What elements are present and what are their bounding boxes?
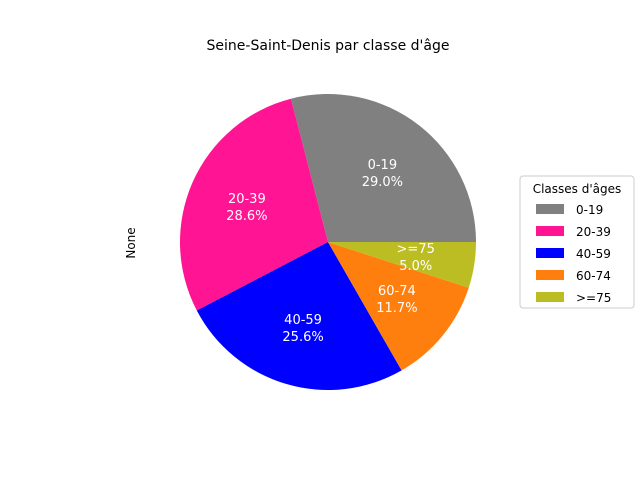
legend-swatch — [536, 226, 564, 236]
slice-category-label: >=75 — [397, 242, 435, 257]
slice-category-label: 0-19 — [368, 158, 398, 173]
legend-items: 0-19 20-39 40-59 60-74 >=75 — [536, 203, 611, 305]
slice-category-label: 60-74 — [378, 284, 416, 299]
pie-slice-2 — [196, 242, 402, 390]
pie-slices — [180, 93, 476, 390]
legend-label: 0-19 — [576, 203, 603, 217]
slice-percent-label: 29.0% — [362, 175, 403, 190]
legend: Classes d'âges 0-19 20-39 40-59 60-74 >=75 — [519, 175, 635, 309]
slice-category-label: 40-59 — [284, 313, 322, 328]
pie-slice-0 — [290, 93, 476, 242]
legend-label: >=75 — [576, 291, 611, 305]
y-axis-label: None — [124, 227, 138, 258]
legend-swatch — [536, 270, 564, 280]
legend-title: Classes d'âges — [533, 182, 622, 196]
legend-label: 20-39 — [576, 225, 611, 239]
pie-slice-3 — [328, 242, 469, 371]
pie-slice-1 — [180, 98, 328, 311]
chart-title: Seine-Saint-Denis par classe d'âge — [207, 38, 450, 54]
legend-label: 40-59 — [576, 247, 611, 261]
slice-category-label: 20-39 — [228, 192, 266, 207]
slice-percent-label: 5.0% — [399, 259, 432, 274]
slice-percent-label: 11.7% — [376, 301, 417, 316]
pie-slice-labels: 0-19 29.0% 20-39 28.6% 40-59 25.6% 60-74 11.7% >… — [226, 158, 435, 345]
slice-percent-label: 25.6% — [282, 330, 323, 345]
pie-slice-4 — [328, 242, 476, 288]
legend-swatch — [536, 248, 564, 258]
legend-label: 60-74 — [576, 269, 611, 283]
slice-percent-label: 28.6% — [226, 209, 267, 224]
legend-swatch — [536, 204, 564, 214]
legend-swatch — [536, 292, 564, 302]
